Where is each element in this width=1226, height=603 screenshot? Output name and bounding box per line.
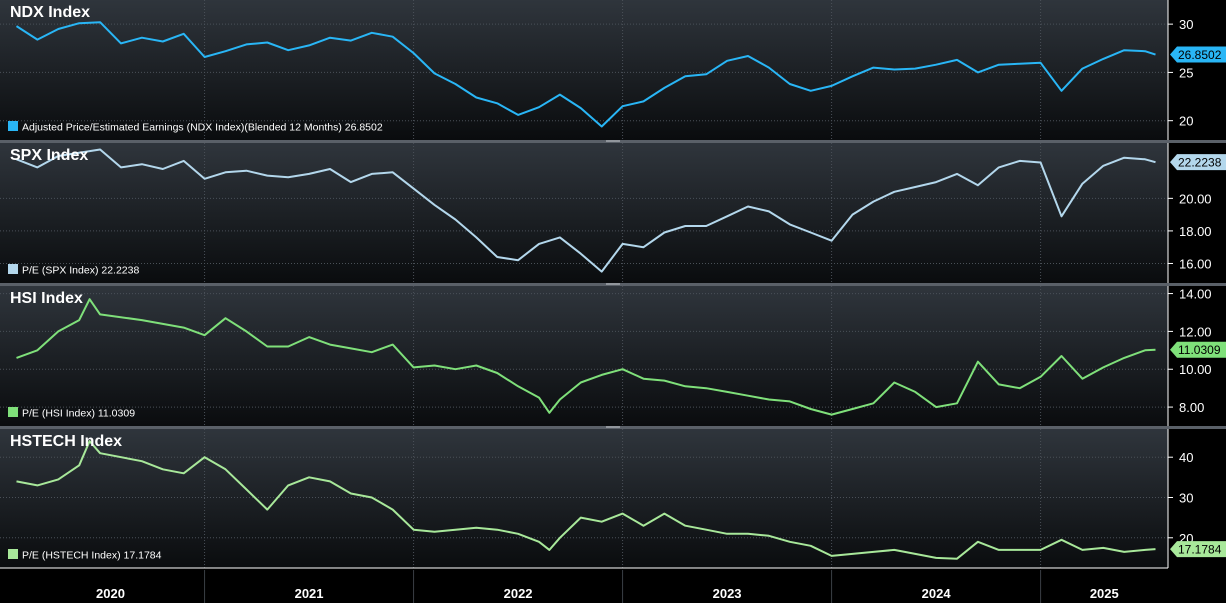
- spx-index-legend-swatch: [8, 264, 18, 274]
- ndx-index-legend-swatch: [8, 121, 18, 131]
- hstech-index-series-line: [16, 440, 1156, 560]
- hstech-index-last-value-tag: [1170, 541, 1226, 558]
- x-tick-label: 2021: [295, 586, 324, 601]
- y-tick-label: 40: [1179, 450, 1193, 465]
- ndx-index-last-value-tag: [1170, 46, 1226, 63]
- x-tick-label: 2023: [713, 586, 742, 601]
- hsi-index-last-value-tag: [1170, 341, 1226, 358]
- spx-index-panel: [0, 143, 1168, 283]
- y-tick-label: 16.00: [1179, 256, 1212, 271]
- x-tick-label: 2022: [504, 586, 533, 601]
- y-tick-label: 25: [1179, 65, 1193, 80]
- x-axis-band: [0, 568, 1226, 603]
- hsi-index-legend-label: P/E (HSI Index) 11.0309: [22, 408, 135, 420]
- ndx-index-last-value: 26.8502: [1178, 48, 1222, 62]
- spx-index-legend-label: P/E (SPX Index) 22.2238: [22, 265, 139, 277]
- hsi-index-panel: [0, 286, 1168, 426]
- ndx-index-legend-label: Adjusted Price/Estimated Earnings (NDX I…: [22, 122, 383, 134]
- y-tick-label: 20: [1179, 114, 1193, 129]
- hstech-index-legend-swatch: [8, 549, 18, 559]
- spx-index-last-value: 22.2238: [1178, 156, 1222, 170]
- hsi-index-title: HSI Index: [10, 290, 83, 307]
- y-tick-label: 20.00: [1179, 191, 1212, 206]
- y-tick-label: 12.00: [1179, 324, 1212, 339]
- y-tick-label: 14.00: [1179, 287, 1212, 302]
- x-tick-label: 2020: [96, 586, 125, 601]
- spx-index-last-value-tag: [1170, 154, 1226, 171]
- x-tick-label: 2024: [922, 586, 952, 601]
- ndx-index-series-line: [15, 21, 1156, 128]
- y-tick-label: 18.00: [1179, 224, 1212, 239]
- hstech-index-legend-label: P/E (HSTECH Index) 17.1784: [22, 550, 162, 562]
- hstech-index-title: HSTECH Index: [10, 433, 122, 450]
- hsi-index-last-value: 11.0309: [1178, 343, 1221, 357]
- ndx-index-panel: [0, 0, 1168, 140]
- y-tick-label: 10.00: [1179, 362, 1212, 377]
- x-tick-label: 2025: [1090, 586, 1119, 601]
- y-tick-label: 30: [1179, 490, 1193, 505]
- hstech-index-last-value: 17.1784: [1178, 543, 1222, 557]
- hsi-index-legend-swatch: [8, 407, 18, 417]
- spx-index-title: SPX Index: [10, 147, 88, 164]
- spx-index-series-line: [16, 148, 1156, 273]
- hsi-index-series-line: [16, 298, 1156, 416]
- ndx-index-title: NDX Index: [10, 4, 90, 21]
- y-tick-label: 8.00: [1179, 400, 1204, 415]
- y-tick-label: 30: [1179, 17, 1193, 32]
